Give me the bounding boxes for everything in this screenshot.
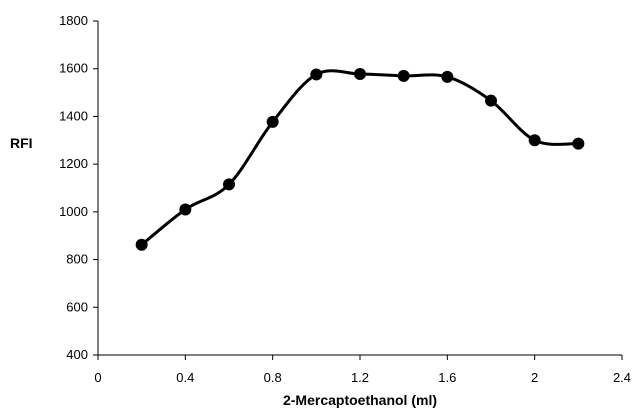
x-tick-label: 2 <box>531 370 538 385</box>
y-tick-label: 800 <box>66 252 88 267</box>
y-tick-label: 1800 <box>59 13 88 28</box>
y-tick-label: 1400 <box>59 108 88 123</box>
x-tick-label: 0.4 <box>176 370 194 385</box>
y-axis-title: RFI <box>10 135 33 151</box>
y-tick-label: 600 <box>66 299 88 314</box>
y-tick-label: 1000 <box>59 204 88 219</box>
x-tick-label: 1.2 <box>351 370 369 385</box>
data-point <box>354 67 366 80</box>
data-point <box>572 137 585 150</box>
data-point <box>397 69 410 82</box>
y-tick-label: 400 <box>66 347 88 362</box>
data-point <box>266 115 279 128</box>
series <box>135 67 585 251</box>
data-point <box>441 70 454 83</box>
x-tick-label: 1.6 <box>438 370 456 385</box>
series-line <box>140 69 579 246</box>
data-point <box>528 134 541 147</box>
y-tick-label: 1200 <box>59 156 88 171</box>
data-point <box>310 68 323 81</box>
x-axis-title: 2-Mercaptoethanol (ml) <box>283 392 437 408</box>
data-point <box>135 238 148 251</box>
x-tick-label: 0 <box>94 370 101 385</box>
x-tick-label: 2.4 <box>613 370 631 385</box>
data-point <box>223 178 235 191</box>
x-axis-ticks: 0 0.4 0.8 1.2 1.6 2 2.4 <box>94 355 631 385</box>
data-point <box>179 203 192 216</box>
x-tick-label: 0.8 <box>264 370 282 385</box>
data-point <box>485 94 497 107</box>
y-tick-label: 1600 <box>59 61 88 76</box>
y-axis-ticks: 400 600 800 1000 1200 1400 1600 1800 <box>59 13 98 362</box>
